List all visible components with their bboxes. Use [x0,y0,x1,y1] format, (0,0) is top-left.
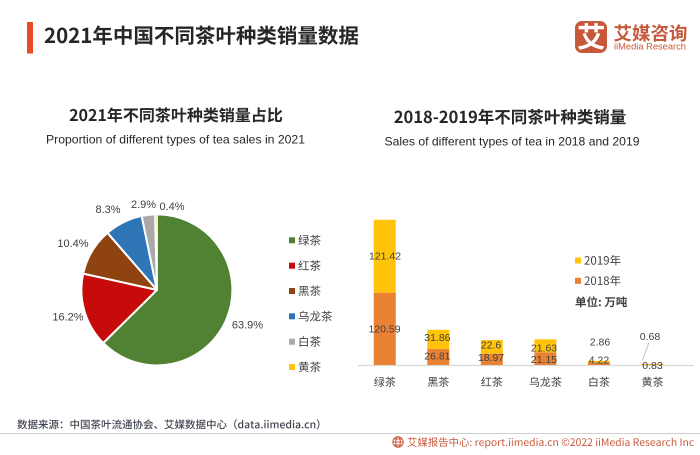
svg-text:22.6: 22.6 [481,339,502,351]
svg-text:16.2%: 16.2% [52,312,83,324]
svg-text:26.81: 26.81 [424,350,450,362]
svg-text:10.4%: 10.4% [57,238,88,250]
svg-text:31.86: 31.86 [424,332,450,344]
svg-text:21.15: 21.15 [531,354,557,366]
svg-text:iiMedia Research: iiMedia Research [614,42,686,53]
svg-text:0.83: 0.83 [642,360,663,372]
svg-text:120.59: 120.59 [368,323,400,335]
svg-text:0.4%: 0.4% [159,201,184,213]
svg-text:21.63: 21.63 [531,342,557,354]
svg-text:2.86: 2.86 [590,336,611,348]
svg-text:0.68: 0.68 [640,331,661,343]
svg-text:18.97: 18.97 [478,352,504,364]
svg-text:63.9%: 63.9% [232,319,263,331]
svg-text:121.42: 121.42 [369,250,401,262]
svg-text:4.22: 4.22 [589,354,610,366]
svg-text:Proportion of different types: Proportion of different types of tea sal… [46,133,305,147]
svg-text:Sales of different types of te: Sales of different types of tea in 2018 … [385,135,640,149]
svg-text:8.3%: 8.3% [95,204,120,216]
svg-text:2.9%: 2.9% [131,199,156,211]
